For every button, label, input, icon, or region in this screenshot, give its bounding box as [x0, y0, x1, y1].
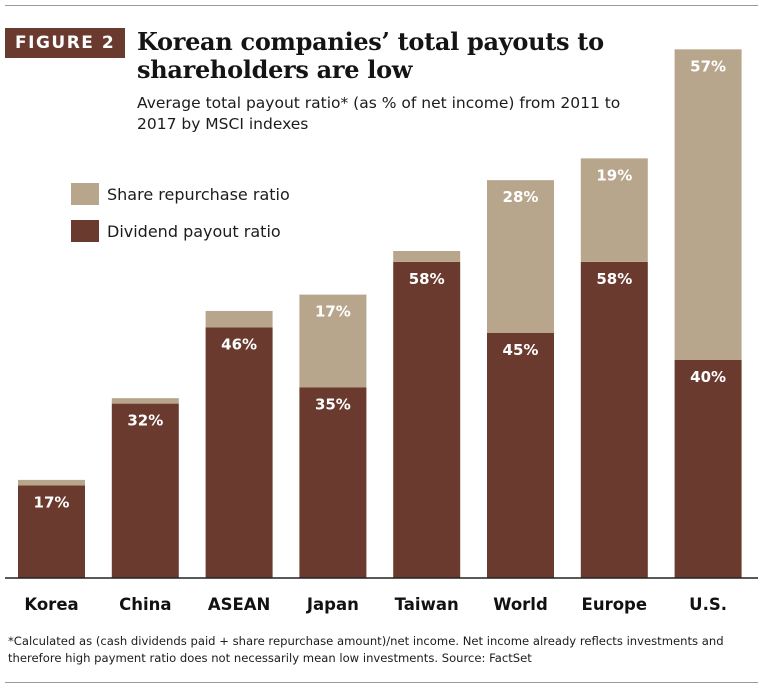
dividend-label-korea: 17% — [34, 493, 70, 511]
dividend-label-china: 32% — [127, 412, 163, 430]
dividend-bar-world — [487, 332, 554, 578]
dividend-bar-europe — [580, 261, 648, 578]
bottom-divider — [5, 682, 758, 683]
x-tick-label-taiwan: Taiwan — [395, 595, 459, 614]
x-tick-label-asean: ASEAN — [208, 595, 271, 614]
repurchase-bar-u-s — [674, 49, 742, 360]
x-tick-label-china: China — [119, 595, 171, 614]
dividend-label-europe: 58% — [596, 270, 632, 288]
repurchase-bar-japan — [299, 294, 367, 388]
repurchase-bar-europe — [580, 158, 648, 262]
dividend-label-japan: 35% — [315, 395, 351, 413]
repurchase-bar-korea — [18, 479, 85, 486]
x-tick-label-u-s: U.S. — [689, 595, 727, 614]
x-tick-label-world: World — [493, 595, 548, 614]
dividend-bar-china — [111, 403, 179, 578]
dividend-bar-asean — [205, 327, 273, 578]
chart-subtitle: Average total payout ratio* (as % of net… — [137, 94, 621, 133]
dividend-bar-u-s — [674, 360, 742, 578]
legend-swatch-dividend-payout — [71, 220, 99, 242]
figure-label: FIGURE 2 — [5, 28, 126, 58]
dividend-label-taiwan: 58% — [409, 270, 445, 288]
repurchase-label-europe: 19% — [596, 166, 632, 184]
dividend-label-u-s: 40% — [690, 368, 726, 386]
dividend-bar-korea — [18, 485, 85, 578]
dividend-bar-taiwan — [393, 261, 461, 578]
dividend-label-asean: 46% — [221, 335, 257, 353]
repurchase-label-japan: 17% — [315, 303, 351, 321]
dividend-label-world: 45% — [503, 341, 539, 359]
repurchase-label-u-s: 57% — [690, 57, 726, 75]
legend-swatch-share-repurchase — [71, 183, 99, 205]
legend-label-share-repurchase: Share repurchase ratio — [107, 185, 290, 204]
repurchase-bar-world — [487, 180, 554, 333]
repurchase-label-world: 28% — [503, 188, 539, 206]
x-tick-label-japan: Japan — [306, 595, 359, 614]
footnote: *Calculated as (cash dividends paid + sh… — [8, 634, 724, 665]
repurchase-bar-china — [111, 398, 179, 404]
repurchase-bar-asean — [205, 310, 273, 328]
dividend-bar-japan — [299, 387, 367, 578]
legend-label-dividend-payout: Dividend payout ratio — [107, 222, 281, 241]
x-tick-label-europe: Europe — [582, 595, 648, 614]
chart-title: Korean companies’ total payouts to share… — [137, 27, 604, 84]
x-tick-label-korea: Korea — [24, 595, 78, 614]
top-divider — [5, 5, 758, 6]
repurchase-bar-taiwan — [393, 251, 461, 262]
